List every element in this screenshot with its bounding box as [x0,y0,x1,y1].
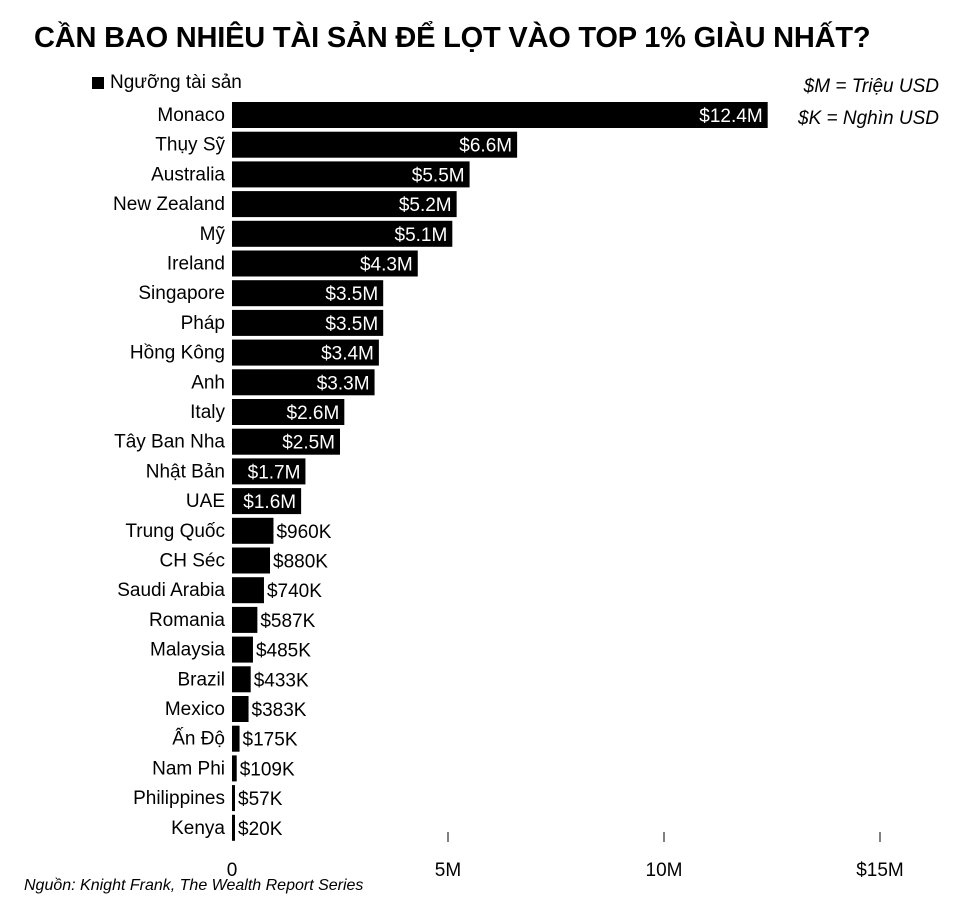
value-label-7: $3.5M [325,314,378,335]
bar-21 [232,725,240,752]
bar-23 [232,785,235,812]
value-label-6: $3.5M [325,284,378,305]
value-label-3: $5.2M [399,195,452,216]
value-label-23: $57K [238,789,283,810]
bar-7 [232,309,384,336]
bar-4 [232,220,453,247]
chart-title: CẦN BAO NHIÊU TÀI SẢN ĐỂ LỌT VÀO TOP 1% … [34,22,871,54]
value-label-4: $5.1M [395,225,448,246]
category-label-13: UAE [186,491,225,512]
category-label-12: Nhật Bản [146,461,225,482]
category-label-0: Monaco [157,105,225,126]
bar-24 [232,814,235,841]
source-note: Nguồn: Knight Frank, The Wealth Report S… [24,877,364,894]
value-label-0: $12.4M [699,106,762,127]
value-label-9: $3.3M [317,373,370,394]
bar-14 [232,517,274,544]
category-label-4: Mỹ [200,224,226,245]
bar-18 [232,636,253,663]
value-label-22: $109K [240,759,295,780]
category-label-10: Italy [190,402,225,423]
category-label-9: Anh [191,372,225,393]
legend-swatch [92,77,104,89]
x-tick-label-3: $15M [856,860,904,881]
value-label-5: $4.3M [360,255,413,276]
category-label-15: CH Séc [160,551,225,572]
category-label-11: Tây Ban Nha [114,432,225,453]
value-label-15: $880K [273,552,328,573]
category-label-1: Thụy Sỹ [155,135,225,156]
category-label-8: Hồng Kông [130,343,225,364]
category-label-23: Philippines [133,788,225,809]
bar-5 [232,250,418,277]
bar-0 [232,102,768,128]
bar-13 [232,488,302,515]
value-label-13: $1.6M [243,492,296,513]
legend-label: Ngưỡng tài sản [110,72,242,93]
bar-8 [232,339,379,366]
bar-16 [232,577,264,604]
legend: Ngưỡng tài sản [92,72,242,94]
bar-20 [232,696,249,722]
category-label-2: Australia [151,164,225,185]
bar-1 [232,131,518,158]
bar-3 [232,191,457,218]
x-tick-label-2: 10M [646,860,683,881]
value-label-20: $383K [252,700,307,721]
category-label-21: Ấn Độ [172,728,225,750]
bar-17 [232,606,258,633]
category-label-7: Pháp [181,313,225,334]
bar-9 [232,369,375,396]
category-label-22: Nam Phi [152,758,225,779]
value-label-10: $2.6M [287,403,340,424]
bar-22 [232,755,237,782]
unit-note-million: $M = Triệu USD [803,76,939,97]
category-label-5: Ireland [167,254,225,275]
bar-19 [232,666,251,693]
bar-2 [232,161,470,188]
category-label-6: Singapore [138,283,225,304]
value-label-11: $2.5M [282,433,335,454]
category-label-18: Malaysia [150,640,225,661]
bar-6 [232,280,384,307]
x-tick-label-1: 5M [435,860,461,881]
bar-12 [232,458,306,485]
value-label-19: $433K [254,670,309,691]
bar-11 [232,428,340,455]
x-tick-label-0: 0 [227,860,238,881]
category-label-17: Romania [149,610,225,631]
bar-15 [232,547,271,574]
value-label-8: $3.4M [321,344,374,365]
value-label-24: $20K [238,819,283,840]
value-label-17: $587K [260,611,315,632]
value-label-21: $175K [243,730,298,751]
category-label-19: Brazil [177,669,225,690]
unit-note-thousand: $K = Nghìn USD [798,108,939,129]
category-label-14: Trung Quốc [125,521,225,542]
value-label-2: $5.5M [412,165,465,186]
category-label-24: Kenya [171,818,225,839]
value-label-14: $960K [276,522,331,543]
category-label-16: Saudi Arabia [117,580,225,601]
value-label-12: $1.7M [248,462,301,483]
value-label-16: $740K [267,581,322,602]
value-label-18: $485K [256,641,311,662]
value-label-1: $6.6M [459,136,512,157]
category-label-3: New Zealand [113,194,225,215]
bar-10 [232,399,345,425]
category-label-20: Mexico [165,699,225,720]
